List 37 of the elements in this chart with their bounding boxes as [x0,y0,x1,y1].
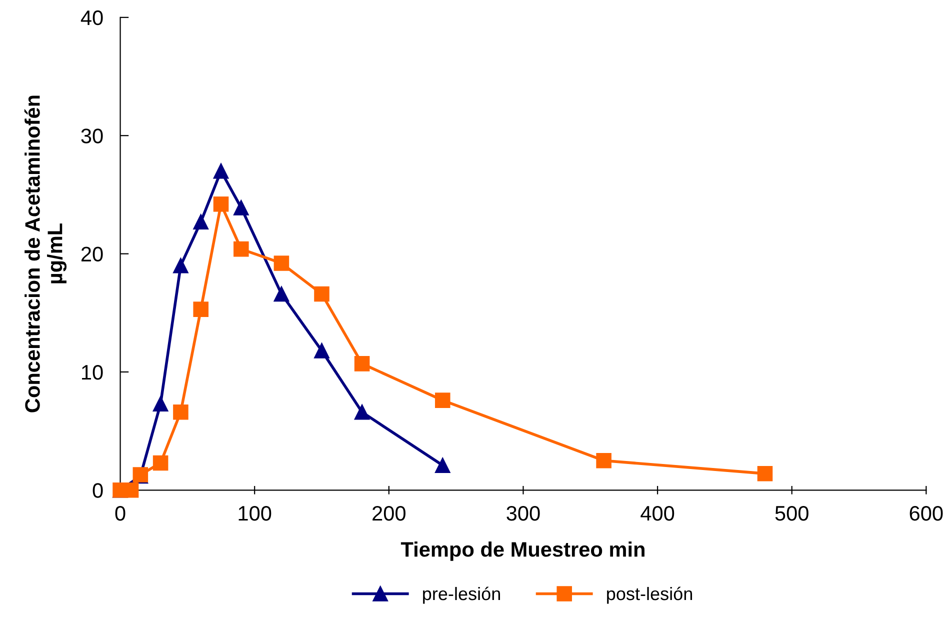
legend-label: post-lesión [607,586,692,604]
x-tick-label: 300 [506,506,540,521]
point [193,214,208,230]
x-tick-label: 0 [115,506,126,521]
x-axis-title: Tiempo de Muestreo min [400,542,644,561]
point [274,286,290,302]
point [213,163,229,179]
point [354,356,370,372]
x-tick-label: 100 [238,506,272,521]
legend-label: pre-lesión [423,586,500,604]
point [152,396,168,412]
x-tick-label: 400 [640,506,674,521]
x-tick-label: 200 [372,506,406,521]
point [314,343,330,358]
y-axis-title: Concentracion de Acetaminofén µg/mL [24,96,67,412]
point [123,482,139,498]
x-tick-label: 600 [910,506,943,521]
point [757,466,773,482]
point [314,286,330,302]
point [274,256,290,271]
y-tick-label: 10 [82,364,103,380]
y-tick-label: 0 [92,483,103,498]
point [234,241,249,257]
point [213,196,229,212]
point [173,258,188,274]
point [596,452,612,468]
point [434,392,450,408]
y-tick-label: 30 [81,128,103,144]
y-tick-label: 20 [81,246,103,262]
point [152,455,168,471]
point [173,404,188,420]
point [234,200,249,216]
x-tick-label: 500 [775,506,808,521]
point [354,404,370,420]
point [193,302,208,317]
point [434,458,450,473]
y-tick-label: 40 [80,10,103,26]
